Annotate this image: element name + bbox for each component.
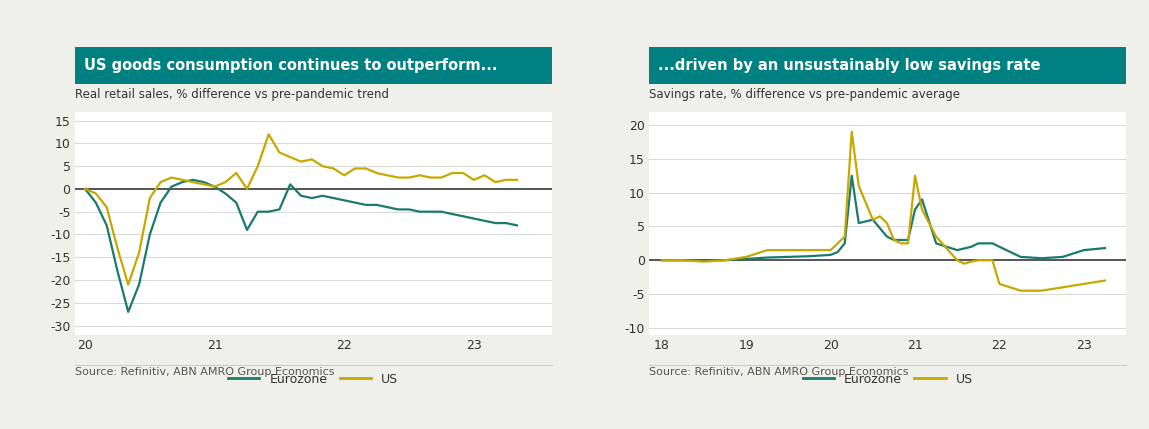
Text: US goods consumption continues to outperform...: US goods consumption continues to outper…: [84, 58, 498, 73]
Text: Source: Refinitiv, ABN AMRO Group Economics: Source: Refinitiv, ABN AMRO Group Econom…: [649, 367, 909, 377]
Legend: Eurozone, US: Eurozone, US: [797, 368, 978, 391]
Text: Source: Refinitiv, ABN AMRO Group Economics: Source: Refinitiv, ABN AMRO Group Econom…: [75, 367, 334, 377]
Text: Savings rate, % difference vs pre-pandemic average: Savings rate, % difference vs pre-pandem…: [649, 88, 961, 101]
Text: Real retail sales, % difference vs pre-pandemic trend: Real retail sales, % difference vs pre-p…: [75, 88, 388, 101]
Legend: Eurozone, US: Eurozone, US: [223, 368, 403, 391]
Text: ...driven by an unsustainably low savings rate: ...driven by an unsustainably low saving…: [658, 58, 1041, 73]
